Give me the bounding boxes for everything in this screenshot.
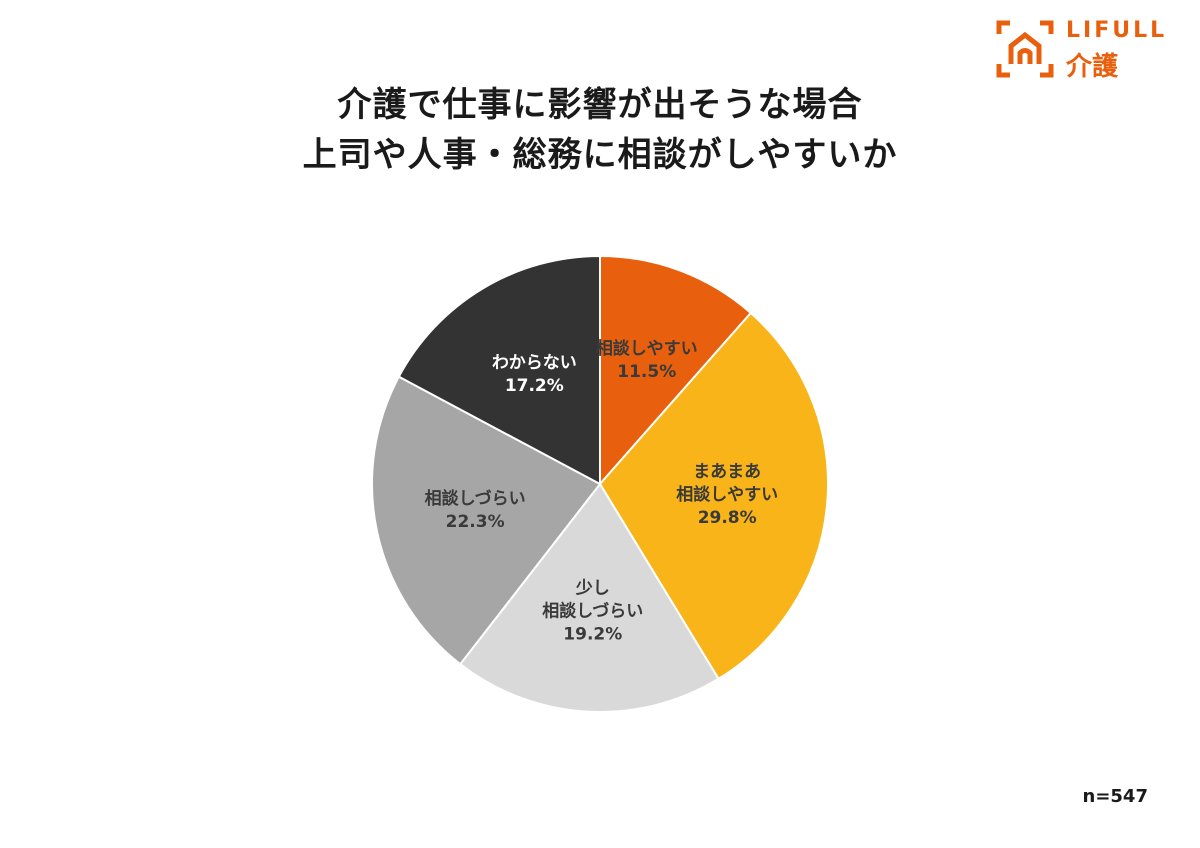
pie-slice-2 — [458, 482, 720, 713]
pie-slice-value: 17.2% — [505, 376, 564, 396]
house-frame-icon — [996, 20, 1054, 78]
pie-slice-3 — [371, 375, 602, 666]
chart-title: 介護で仕事に影響が出そうな場合 上司や人事・総務に相談がしやすいか — [0, 80, 1200, 180]
pie-slice-category: わからない — [492, 353, 577, 373]
pie-slice-category: 相談しづらい — [425, 488, 526, 509]
chart-title-line-2: 上司や人事・総務に相談がしやすいか — [302, 135, 898, 175]
pie-slice-1 — [598, 311, 829, 681]
logo-subtitle: 介護 — [1066, 52, 1119, 82]
pie-slice-value: 19.2% — [563, 624, 622, 644]
pie-slice-0 — [599, 254, 753, 487]
pie-slice-category: 少し — [575, 578, 610, 598]
pie-slice-category: 相談しやすい — [676, 484, 778, 505]
sample-size-label: n=547 — [1082, 786, 1148, 807]
pie-slice-label-4: わからない 17.2% — [492, 353, 577, 396]
pie-slice-value: 22.3% — [446, 512, 505, 532]
chart-title-line-1: 介護で仕事に影響が出そうな場合 — [337, 85, 863, 125]
pie-slice-category: まあまあ — [693, 462, 761, 482]
pie-slice-4 — [397, 254, 601, 486]
pie-slice-value: 11.5% — [617, 362, 676, 382]
pie-slice-value: 29.8% — [698, 508, 757, 528]
lifull-logo: LIFULL 介護 — [996, 18, 1186, 82]
pie-slice-label-0: 相談しやすい 11.5% — [596, 338, 698, 382]
pie-slice-category: 相談しやすい — [596, 338, 698, 359]
logo-wordmark: LIFULL — [1066, 18, 1168, 43]
pie-slice-label-3: 相談しづらい 22.3% — [425, 488, 526, 532]
pie-slice-category: 相談しづらい — [542, 600, 643, 621]
